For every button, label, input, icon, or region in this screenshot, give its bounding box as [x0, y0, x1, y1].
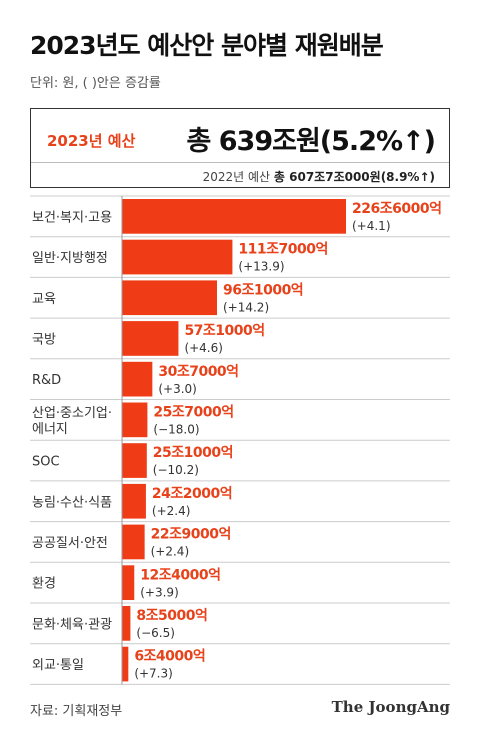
value-label: 6조4000억	[134, 649, 205, 665]
summary-total: 총 639조원(5.2%↑)	[186, 126, 436, 157]
category-label: R&D	[32, 373, 61, 388]
value-label: 8조5000억	[136, 608, 207, 624]
summary-previous-label: 2022년 예산	[202, 170, 271, 184]
page-title: 2023년도 예산안 분야별 재원배분	[30, 31, 384, 60]
category-label: 외교·통일	[32, 658, 84, 673]
category-label: 산업·중소기업·	[32, 406, 112, 421]
category-label: 보건·복지·고용	[32, 210, 112, 225]
change-label: (+4.1)	[352, 219, 391, 233]
value-label: 12조4000억	[140, 567, 220, 583]
bar	[122, 239, 233, 275]
value-label: 22조9000억	[151, 527, 231, 543]
brand-logo: The JoongAng	[331, 698, 450, 716]
value-label: 226조6000억	[352, 201, 441, 217]
category-label: 환경	[32, 577, 56, 592]
bar	[122, 646, 129, 682]
change-label: (+2.4)	[152, 504, 191, 518]
bar	[122, 321, 179, 356]
unit-note: 단위: 원, ( )안은 증감률	[30, 76, 161, 91]
value-label: 25조7000억	[153, 405, 233, 421]
summary-label: 2023년 예산	[47, 132, 136, 150]
change-label: (−10.2)	[153, 463, 199, 477]
value-label: 111조7000억	[238, 242, 327, 258]
bar	[122, 361, 153, 397]
change-label: (−6.5)	[136, 626, 175, 640]
bar	[122, 443, 147, 478]
change-label: (+13.9)	[238, 260, 284, 274]
summary-divider	[31, 162, 449, 163]
change-label: (+3.0)	[158, 382, 197, 396]
category-label: 공공질서·안전	[32, 536, 108, 551]
value-label: 30조7000억	[158, 364, 238, 380]
value-label: 57조1000억	[184, 323, 264, 339]
category-label: 농림·수산·식품	[32, 495, 112, 510]
change-label: (+7.3)	[134, 667, 173, 681]
category-label: 일반·지방행정	[32, 250, 108, 266]
bar	[122, 606, 131, 641]
summary-box: 2023년 예산 총 639조원(5.2%↑) 2022년 예산 총 607조7…	[30, 108, 450, 188]
category-label: 국방	[32, 332, 56, 347]
category-label: SOC	[32, 455, 60, 470]
category-label: 에너지	[32, 422, 68, 437]
bar	[122, 280, 217, 316]
summary-previous-value: 총 607조7조000원(8.9%↑)	[273, 170, 435, 184]
summary-previous: 2022년 예산 총 607조7조000원(8.9%↑)	[203, 168, 435, 185]
value-label: 96조1000억	[223, 282, 303, 298]
category-label: 문화·체육·관광	[32, 617, 112, 632]
source-note: 자료: 기획재정부	[30, 704, 123, 719]
change-label: (+2.4)	[151, 545, 190, 559]
bar	[122, 565, 135, 600]
value-label: 24조2000억	[152, 486, 232, 502]
bar	[122, 402, 148, 438]
change-label: (+4.6)	[184, 341, 223, 355]
category-label: 교육	[32, 292, 56, 307]
change-label: (+14.2)	[223, 300, 269, 314]
value-label: 25조1000억	[153, 445, 233, 461]
change-label: (+3.9)	[140, 585, 179, 599]
bar	[122, 524, 145, 560]
bar	[122, 199, 346, 234]
bar	[122, 483, 146, 519]
change-label: (−18.0)	[153, 423, 199, 437]
